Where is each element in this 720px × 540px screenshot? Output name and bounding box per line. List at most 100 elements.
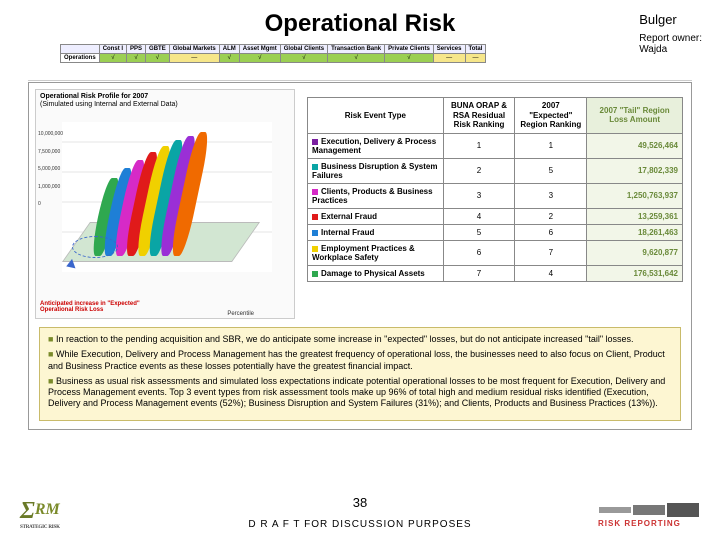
risk-table-header: 2007 "Tail" Region Loss Amount xyxy=(587,98,683,134)
risk-table-header: 2007 "Expected" Region Ranking xyxy=(515,98,587,134)
risk-name-cell: Execution, Delivery & Process Management xyxy=(308,133,444,158)
table-row: Internal Fraud 5 6 18,261,463 xyxy=(308,224,683,240)
status-cell: √ xyxy=(328,54,385,63)
status-cell: — xyxy=(169,54,219,63)
page-title: Operational Risk xyxy=(0,10,720,38)
risk-event-table: Risk Event TypeBUNA ORAP & RSA Residual … xyxy=(307,97,683,282)
risk-expected-cell: 7 xyxy=(515,240,587,265)
color-swatch-icon xyxy=(312,189,318,195)
header-col: Global Clients xyxy=(280,45,327,54)
risk-table-header: Risk Event Type xyxy=(308,98,444,134)
logo-right-text: RISK REPORTING xyxy=(598,519,700,528)
risk-rank-cell: 1 xyxy=(443,133,515,158)
chart-y-labels: 10,000,0007,500,0005,000,0001,000,0000 xyxy=(38,126,63,214)
status-cell: √ xyxy=(385,54,434,63)
header-col: ALM xyxy=(219,45,239,54)
risk-rank-cell: 6 xyxy=(443,240,515,265)
header-row-label: Operations xyxy=(61,54,100,63)
table-row: Clients, Products & Business Practices 3… xyxy=(308,183,683,208)
risk-profile-chart: Operational Risk Profile for 2007 (Simul… xyxy=(35,89,295,319)
risk-name-cell: External Fraud xyxy=(308,208,444,224)
risk-rank-cell: 5 xyxy=(443,224,515,240)
chart-subtitle: (Simulated using Internal and External D… xyxy=(40,101,290,109)
risk-loss-cell: 13,259,361 xyxy=(587,208,683,224)
meta-name: Bulger xyxy=(639,12,702,27)
header-col: GBTE xyxy=(146,45,170,54)
owner-label: Report owner: xyxy=(639,33,702,44)
risk-table-header: BUNA ORAP & RSA Residual Risk Ranking xyxy=(443,98,515,134)
report-meta: Bulger Report owner: Wajda xyxy=(639,12,702,55)
y-tick: 7,500,000 xyxy=(38,144,63,162)
risk-expected-cell: 2 xyxy=(515,208,587,224)
logo-bar-icon xyxy=(633,505,665,515)
header-col: Transaction Bank xyxy=(328,45,385,54)
status-cell: √ xyxy=(239,54,280,63)
status-cell: √ xyxy=(99,54,126,63)
chart-x-label: Percentile xyxy=(227,311,254,317)
meta-owner: Report owner: Wajda xyxy=(639,33,702,55)
logo-left-text: RM xyxy=(35,501,60,518)
header-col: Private Clients xyxy=(385,45,434,54)
status-cell: √ xyxy=(219,54,239,63)
table-row: Execution, Delivery & Process Management… xyxy=(308,133,683,158)
header-col: Global Markets xyxy=(169,45,219,54)
y-tick: 5,000,000 xyxy=(38,161,63,179)
header-col: Services xyxy=(433,45,465,54)
risk-name-cell: Internal Fraud xyxy=(308,224,444,240)
risk-loss-cell: 17,802,339 xyxy=(587,158,683,183)
risk-name-cell: Employment Practices & Workplace Safety xyxy=(308,240,444,265)
color-swatch-icon xyxy=(312,230,318,236)
sigma-icon: Σ xyxy=(20,498,35,524)
logo-left-sub: STRATEGIC RISK xyxy=(20,525,60,530)
header-col: Asset Mgmt xyxy=(239,45,280,54)
header-col: Const l xyxy=(99,45,126,54)
risk-loss-cell: 49,526,464 xyxy=(587,133,683,158)
logo-right: RISK REPORTING xyxy=(598,503,700,528)
y-tick: 10,000,000 xyxy=(38,126,63,144)
chart-title: Operational Risk Profile for 2007 (Simul… xyxy=(36,90,294,112)
risk-name-cell: Damage to Physical Assets xyxy=(308,265,444,281)
risk-loss-cell: 176,531,642 xyxy=(587,265,683,281)
risk-expected-cell: 6 xyxy=(515,224,587,240)
status-cell: √ xyxy=(280,54,327,63)
risk-expected-cell: 4 xyxy=(515,265,587,281)
status-cell: √ xyxy=(127,54,146,63)
color-swatch-icon xyxy=(312,214,318,220)
risk-name-cell: Clients, Products & Business Practices xyxy=(308,183,444,208)
table-row: Employment Practices & Workplace Safety … xyxy=(308,240,683,265)
header-col: Total xyxy=(465,45,486,54)
note-bullet: In reaction to the pending acquisition a… xyxy=(48,334,672,345)
risk-loss-cell: 18,261,463 xyxy=(587,224,683,240)
status-cell: — xyxy=(433,54,465,63)
status-cell: — xyxy=(465,54,486,63)
logo-bar-icon xyxy=(667,503,699,517)
table-row: External Fraud 4 2 13,259,361 xyxy=(308,208,683,224)
risk-loss-cell: 1,250,763,937 xyxy=(587,183,683,208)
color-swatch-icon xyxy=(312,139,318,145)
risk-rank-cell: 4 xyxy=(443,208,515,224)
risk-expected-cell: 5 xyxy=(515,158,587,183)
y-tick: 0 xyxy=(38,196,63,214)
risk-rank-cell: 3 xyxy=(443,183,515,208)
header-col: PPS xyxy=(127,45,146,54)
risk-expected-cell: 1 xyxy=(515,133,587,158)
color-swatch-icon xyxy=(312,246,318,252)
note-bullet: While Execution, Delivery and Process Ma… xyxy=(48,349,672,372)
risk-name-cell: Business Disruption & System Failures xyxy=(308,158,444,183)
y-tick: 1,000,000 xyxy=(38,179,63,197)
risk-expected-cell: 3 xyxy=(515,183,587,208)
logo-left: ΣRM STRATEGIC RISK xyxy=(20,498,60,530)
risk-loss-cell: 9,620,877 xyxy=(587,240,683,265)
title-underline xyxy=(28,80,692,81)
operations-status-table: Const lPPSGBTEGlobal MarketsALMAsset Mgm… xyxy=(60,44,486,63)
notes-box: In reaction to the pending acquisition a… xyxy=(39,327,681,421)
status-cell: √ xyxy=(146,54,170,63)
note-bullet: Business as usual risk assessments and s… xyxy=(48,376,672,410)
risk-rank-cell: 7 xyxy=(443,265,515,281)
owner-name: Wajda xyxy=(639,44,667,55)
chart-title-text: Operational Risk Profile for 2007 xyxy=(40,93,290,101)
color-swatch-icon xyxy=(312,271,318,277)
color-swatch-icon xyxy=(312,164,318,170)
anticipated-caption: Anticipated increase in "Expected" Opera… xyxy=(40,301,140,314)
table-row: Damage to Physical Assets 7 4 176,531,64… xyxy=(308,265,683,281)
